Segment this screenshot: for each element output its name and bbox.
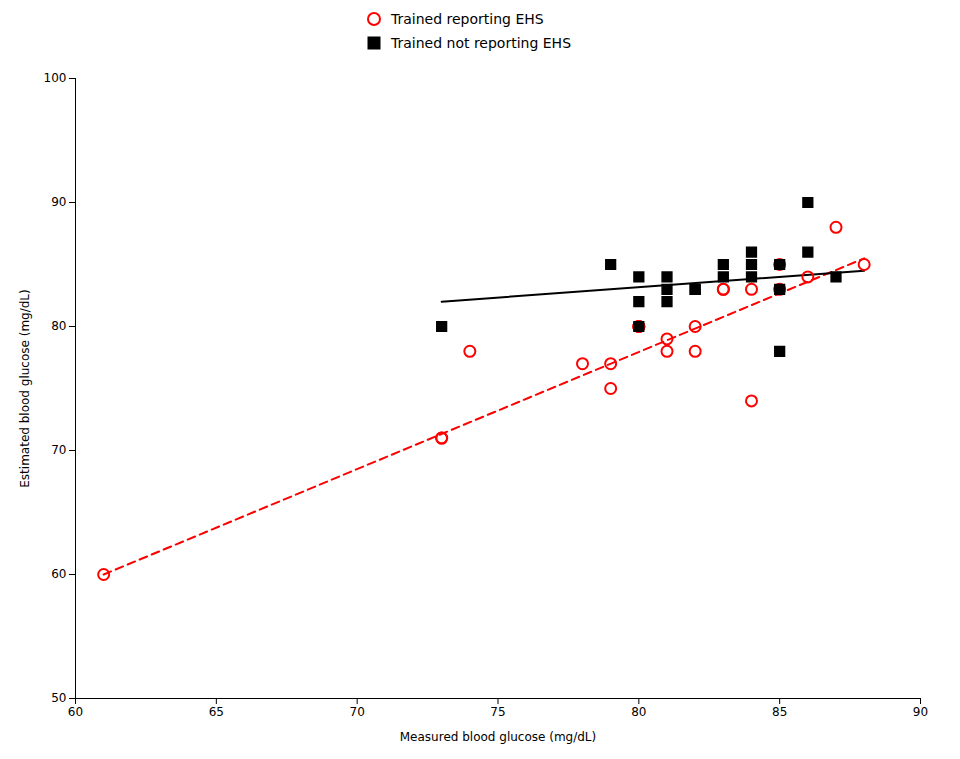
svg-text:70: 70 — [51, 443, 66, 457]
svg-text:70: 70 — [350, 705, 365, 719]
svg-text:Measured blood glucose (mg/dL): Measured blood glucose (mg/dL) — [400, 730, 596, 744]
html-text:Trained reporting EHS: Trained reporting EHS — [391, 11, 544, 27]
svg-text:Estimated blood glucose (mg/dL: Estimated blood glucose (mg/dL) — [18, 289, 32, 487]
svg-text:65: 65 — [209, 705, 224, 719]
svg-text:90: 90 — [51, 195, 66, 209]
svg-text:75: 75 — [490, 705, 505, 719]
svg-text:85: 85 — [772, 705, 787, 719]
html-text:Trained not reporting EHS: Trained not reporting EHS — [391, 35, 571, 51]
svg-text:50: 50 — [51, 691, 66, 705]
svg-text:100: 100 — [44, 71, 67, 85]
svg-text:60: 60 — [68, 705, 83, 719]
svg-text:80: 80 — [631, 705, 646, 719]
svg-text:60: 60 — [51, 567, 66, 581]
svg-text:80: 80 — [51, 319, 66, 333]
svg-text:90: 90 — [913, 705, 928, 719]
